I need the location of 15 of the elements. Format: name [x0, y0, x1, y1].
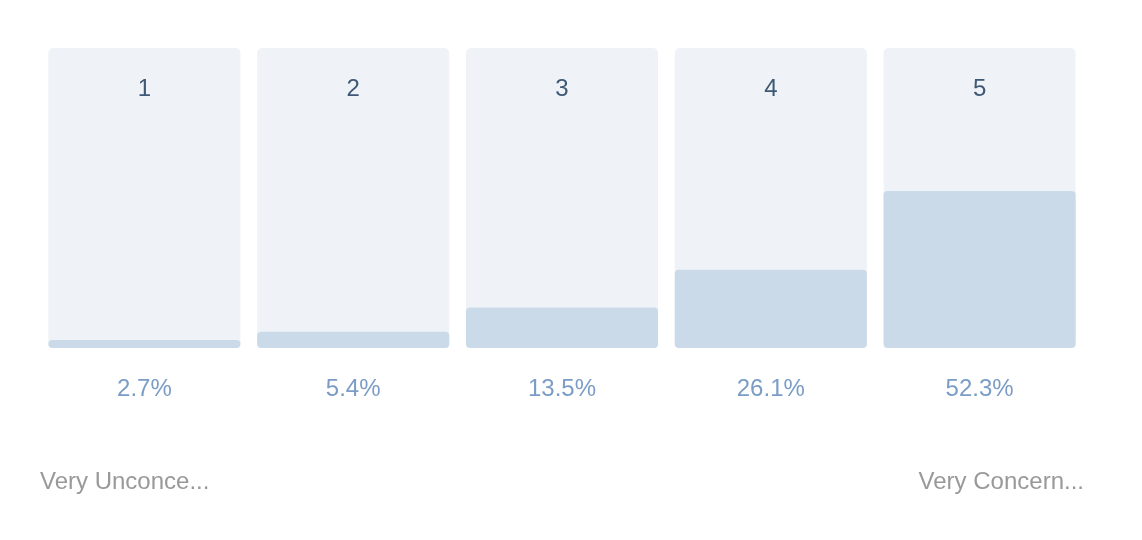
- x-tick-label: 3: [555, 73, 569, 101]
- x-tick-label: 4: [764, 73, 778, 101]
- bar: [465, 307, 659, 348]
- text: Very Concern...: [918, 466, 1084, 494]
- data-label: 26.1%: [736, 373, 805, 401]
- x-tick-label: 2: [346, 73, 360, 101]
- x-tick-label: 5: [972, 73, 987, 101]
- x-tick-label: 1: [137, 73, 152, 101]
- data-label: 5.4%: [325, 373, 381, 401]
- data-label: 2.7%: [117, 373, 172, 401]
- data-label: 13.5%: [527, 373, 597, 401]
- text: Very Unconce...: [40, 466, 210, 494]
- bar: [257, 331, 450, 348]
- bar: [48, 339, 241, 348]
- data-label: 52.3%: [945, 373, 1014, 401]
